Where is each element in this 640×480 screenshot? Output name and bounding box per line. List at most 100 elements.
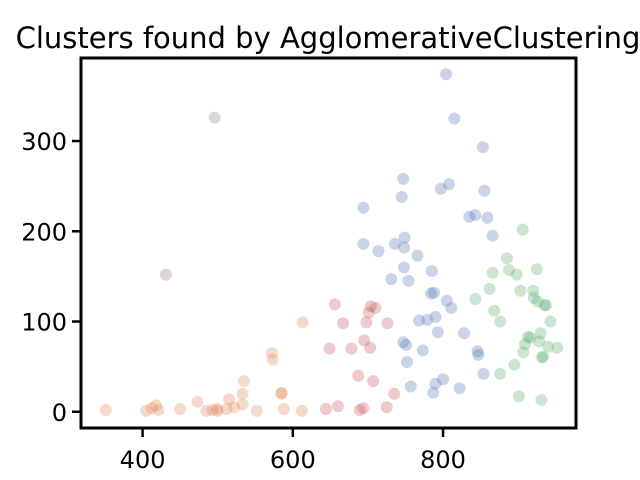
point-s2-4 [385,273,398,286]
point-s2-1 [357,237,370,250]
point-s2-28 [440,68,453,81]
point-s2-15 [411,249,424,262]
point-s0-15 [236,387,249,400]
point-s3-4 [494,315,507,328]
point-s2-7 [398,231,411,244]
point-s3-15 [521,330,534,343]
point-s3-24 [536,351,549,364]
point-s2-40 [478,184,491,197]
point-s1-5 [345,342,358,355]
point-s2-19 [425,287,437,300]
point-s2-38 [472,348,485,361]
point-s3-20 [531,295,544,308]
point-s2-12 [400,339,413,351]
point-s0-11 [220,403,233,415]
x-tick-label-1: 600 [270,446,316,474]
point-s2-36 [469,209,482,221]
point-s0-0 [99,404,112,416]
point-s1-2 [331,400,344,413]
point-s3-25 [538,299,551,312]
point-s0-2 [145,402,158,415]
point-s3-28 [544,315,557,328]
point-s0-14 [236,398,249,411]
point-s1-8 [357,402,370,415]
point-s1-10 [360,316,373,329]
y-tick-label-0: 0 [52,399,67,427]
point-s2-39 [476,141,489,154]
point-s1-3 [328,298,341,311]
point-s2-29 [443,178,456,191]
point-s2-9 [398,261,410,274]
point-s3-9 [510,268,523,281]
chart-title: Clusters found by AgglomerativeClusterin… [16,21,640,55]
point-s2-17 [416,344,429,357]
point-s3-12 [516,223,529,236]
point-s0-16 [238,375,250,388]
point-s2-27 [437,373,449,386]
point-s2-26 [434,182,447,195]
point-s0-23 [295,404,308,417]
y-tick-label-3: 300 [21,128,67,156]
point-s2-41 [481,211,494,224]
point-s2-14 [404,380,417,393]
point-s2-11 [397,336,410,349]
point-s4-0 [159,268,172,281]
point-s2-25 [431,326,444,339]
point-s3-7 [503,264,516,277]
point-s0-3 [150,399,163,412]
point-s2-5 [395,191,408,203]
point-s3-22 [535,394,548,406]
plot-frame [79,56,578,430]
point-s2-8 [398,241,410,254]
point-s2-2 [372,245,385,258]
point-s3-30 [533,335,546,348]
point-s3-3 [488,304,501,317]
point-s0-20 [275,386,288,399]
point-s2-30 [440,294,453,307]
point-s1-17 [381,317,394,330]
point-s2-42 [486,229,499,242]
point-s3-13 [517,346,530,359]
point-s0-9 [211,403,223,415]
y-tick-label-2: 200 [21,218,67,246]
point-s3-17 [527,284,540,297]
point-s1-4 [337,317,350,330]
scatter-points [99,68,564,417]
point-s0-18 [265,347,278,360]
point-s3-6 [500,252,513,265]
axis-ticks: 400 600 800 0 100 200 300 [21,128,466,474]
point-s2-34 [458,327,471,340]
point-s0-5 [174,403,187,415]
point-s1-11 [362,306,375,319]
point-s0-19 [266,353,279,366]
point-s3-14 [518,338,531,351]
point-s1-9 [358,334,371,347]
point-s3-26 [540,299,552,312]
point-s2-32 [448,112,461,125]
point-s3-5 [494,367,507,380]
point-s1-7 [353,404,366,416]
point-s0-7 [200,404,213,417]
point-s0-6 [191,395,204,408]
point-s3-29 [551,341,564,354]
point-s2-20 [425,265,438,277]
y-tick-label-1: 100 [21,309,67,337]
point-s2-21 [428,286,440,299]
point-s3-1 [483,283,496,295]
point-s2-33 [453,382,466,395]
point-s0-10 [211,404,224,417]
point-s4-1 [208,111,221,124]
point-s0-12 [223,393,235,406]
point-s2-16 [413,314,425,327]
point-s1-0 [319,403,332,415]
point-s2-10 [402,274,415,287]
point-s1-13 [364,300,377,313]
point-s2-37 [471,345,484,358]
point-s0-22 [275,387,288,400]
point-s3-0 [469,293,482,305]
point-s2-0 [357,201,370,214]
point-s2-6 [397,172,410,185]
point-s0-8 [206,404,219,416]
point-s0-4 [152,404,165,416]
point-s2-18 [421,313,434,326]
